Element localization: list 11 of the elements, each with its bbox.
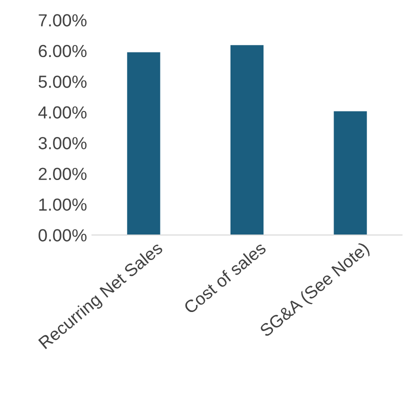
bar	[230, 45, 264, 235]
y-tick-label: 3.00%	[38, 137, 87, 150]
y-tick-label: 5.00%	[38, 76, 87, 88]
y-tick-label: 7.00%	[38, 14, 87, 26]
bar	[334, 111, 367, 235]
bar	[127, 52, 160, 235]
y-tick-label: 0.00%	[38, 229, 87, 242]
y-tick-label: 1.00%	[39, 198, 87, 211]
y-tick-label: 6.00%	[38, 44, 87, 58]
y-tick-label: 4.00%	[38, 106, 87, 119]
y-tick-label: 2.00%	[38, 168, 87, 180]
